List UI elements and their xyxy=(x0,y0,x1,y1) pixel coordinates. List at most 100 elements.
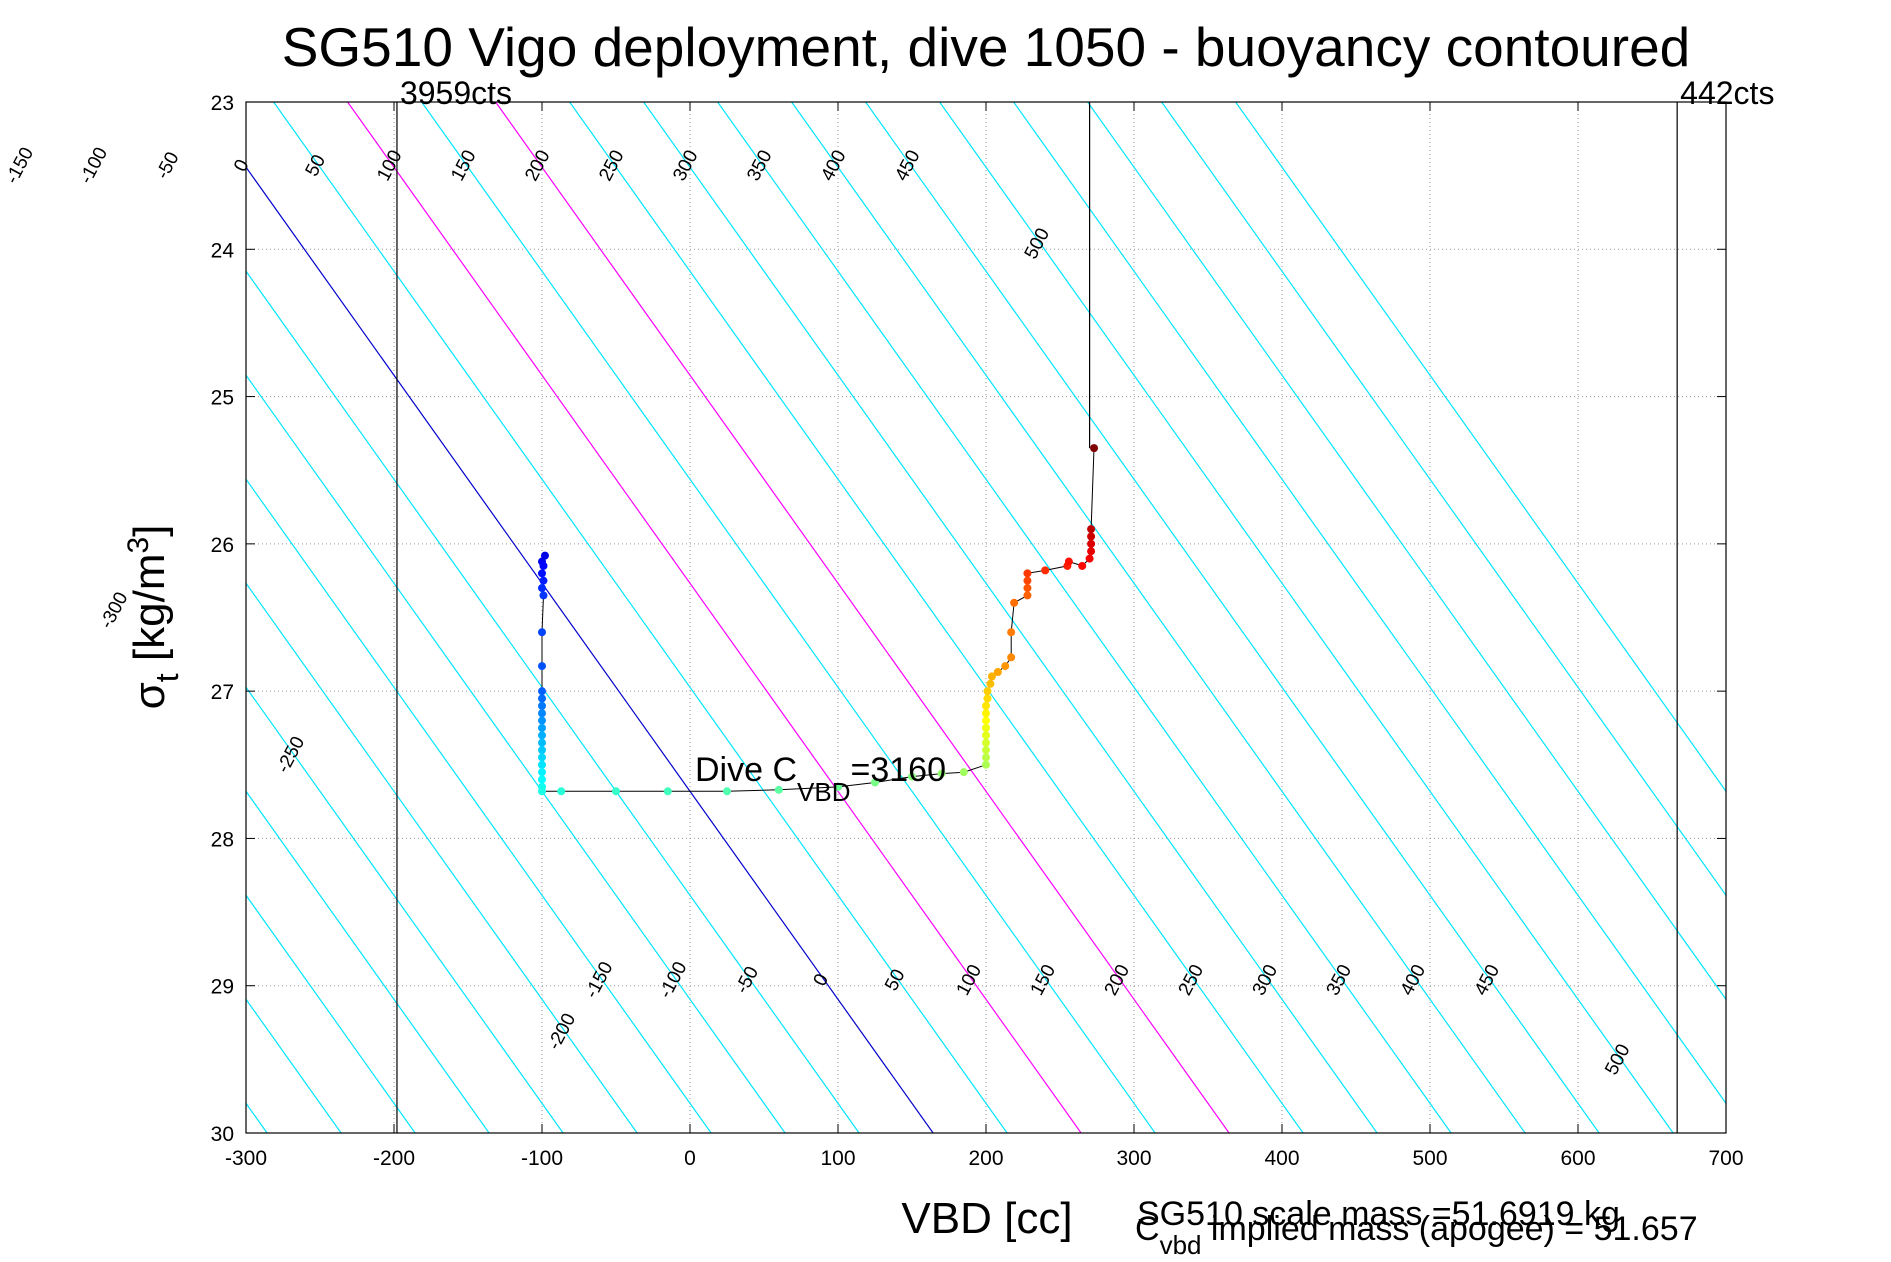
dive-point xyxy=(982,738,990,747)
dive-point xyxy=(959,768,968,777)
dive-point xyxy=(982,746,990,755)
annotation-sub: VBD xyxy=(797,777,850,807)
scale-mass-note: SG510 scale mass =51.6919 kg xyxy=(1137,1195,1620,1233)
dive-point xyxy=(983,694,992,703)
dive-point xyxy=(1007,628,1016,637)
y-tick-label: 23 xyxy=(211,92,234,115)
vbd-limit-label: 3959cts xyxy=(400,75,512,111)
annotation-value: =3160 xyxy=(851,751,947,789)
dive-point xyxy=(538,787,546,796)
y-tick-label: 24 xyxy=(211,239,235,262)
vbd-limit-label: 442cts xyxy=(1680,75,1774,111)
dive-point xyxy=(538,753,546,762)
y-tick-label: 29 xyxy=(211,976,234,999)
contour-line xyxy=(246,166,934,1133)
dive-point xyxy=(539,591,548,600)
contour-label: 300 xyxy=(1249,961,1282,999)
dive-point xyxy=(1023,569,1032,578)
contour-label: 100 xyxy=(953,961,986,999)
y-tick-label: 26 xyxy=(211,534,234,557)
dive-point xyxy=(538,628,546,637)
contour-label: 300 xyxy=(669,147,702,185)
contour-label: 200 xyxy=(521,147,554,185)
x-tick-label: 600 xyxy=(1560,1147,1595,1170)
dive-point xyxy=(1087,532,1096,541)
dive-point xyxy=(538,584,546,593)
contour-label: 200 xyxy=(1101,961,1134,999)
contour-label: 350 xyxy=(1323,961,1356,999)
dive-point xyxy=(1041,566,1050,575)
x-tick-label: 100 xyxy=(820,1147,855,1170)
dive-point xyxy=(538,701,546,710)
contour-line xyxy=(1235,102,1726,793)
dive-point xyxy=(538,738,546,747)
dive-point xyxy=(538,746,546,755)
contour-label: 450 xyxy=(1471,961,1504,999)
contour-line xyxy=(246,790,490,1133)
contour-label: -200 xyxy=(0,196,1,239)
dive-point xyxy=(1090,444,1099,453)
implied-mass-c: C xyxy=(1135,1210,1160,1248)
contour-line xyxy=(246,374,786,1133)
dive-point xyxy=(993,667,1002,676)
y-tick-label: 25 xyxy=(211,387,234,410)
contour-label: 250 xyxy=(1175,961,1208,999)
dive-point xyxy=(1087,525,1096,534)
contour-line xyxy=(273,102,1008,1133)
contour-line xyxy=(1161,102,1726,897)
dive-point xyxy=(663,787,672,796)
dive-point xyxy=(937,769,946,778)
contour-line xyxy=(717,102,1452,1133)
contour-line xyxy=(939,102,1674,1133)
contour-labels: -450-400-350-300-250-200-150-100-5005010… xyxy=(0,144,1635,1079)
dive-point xyxy=(871,778,879,787)
dive-point xyxy=(1085,554,1094,563)
dive-point xyxy=(557,787,566,796)
contour-label: -150 xyxy=(2,144,38,187)
contour-label: 350 xyxy=(743,147,776,185)
y-tick-label: 30 xyxy=(211,1123,234,1146)
contour-line xyxy=(246,270,860,1133)
contour-label: 400 xyxy=(817,147,850,185)
x-tick-label: 300 xyxy=(1116,1147,1151,1170)
contour-label: 450 xyxy=(891,147,924,185)
contour-line xyxy=(246,686,564,1133)
contour-line xyxy=(0,102,45,1133)
contour-label: 150 xyxy=(447,147,480,185)
dive-point xyxy=(982,709,990,718)
dive-point xyxy=(539,576,548,585)
dive-point xyxy=(538,709,546,718)
contour-line xyxy=(347,102,1082,1133)
y-tick-label: 27 xyxy=(211,681,234,704)
contour-label: -100 xyxy=(655,958,691,1001)
y-label-sup: 3 xyxy=(122,537,155,554)
contour-line xyxy=(246,478,712,1133)
annotation-text: Dive C xyxy=(695,751,797,789)
x-tick-label: 0 xyxy=(684,1147,696,1170)
dive-point xyxy=(539,561,548,570)
contour-label: 500 xyxy=(1601,1041,1634,1079)
dive-point xyxy=(538,687,546,696)
axis-ticks: -300 -200 -100 0 100 200 300 400 500 600 700232425… xyxy=(211,92,1744,1170)
dive-point xyxy=(1010,598,1019,607)
contour-label: -50 xyxy=(152,149,183,183)
dive-point xyxy=(1007,653,1016,662)
contour-label: 0 xyxy=(810,971,834,990)
dive-point xyxy=(987,672,996,681)
contour-line xyxy=(246,894,416,1133)
contour-line xyxy=(495,102,1230,1133)
implied-mass-text: implied mass (apogee) = 51.657 xyxy=(1201,1210,1697,1248)
dive-point xyxy=(982,760,990,769)
x-tick-label: -100 xyxy=(521,1147,563,1170)
dive-point xyxy=(1087,547,1096,556)
contour-label: -200 xyxy=(544,1010,580,1053)
contour-label: 250 xyxy=(595,147,628,185)
y-axis-label: σt [kg/m3] xyxy=(122,525,185,710)
dive-point xyxy=(1087,539,1096,548)
dive-point xyxy=(908,772,916,781)
contour-line xyxy=(791,102,1526,1133)
dive-point xyxy=(774,785,783,794)
contour-label: 400 xyxy=(1397,961,1430,999)
dive-point xyxy=(1023,584,1032,593)
